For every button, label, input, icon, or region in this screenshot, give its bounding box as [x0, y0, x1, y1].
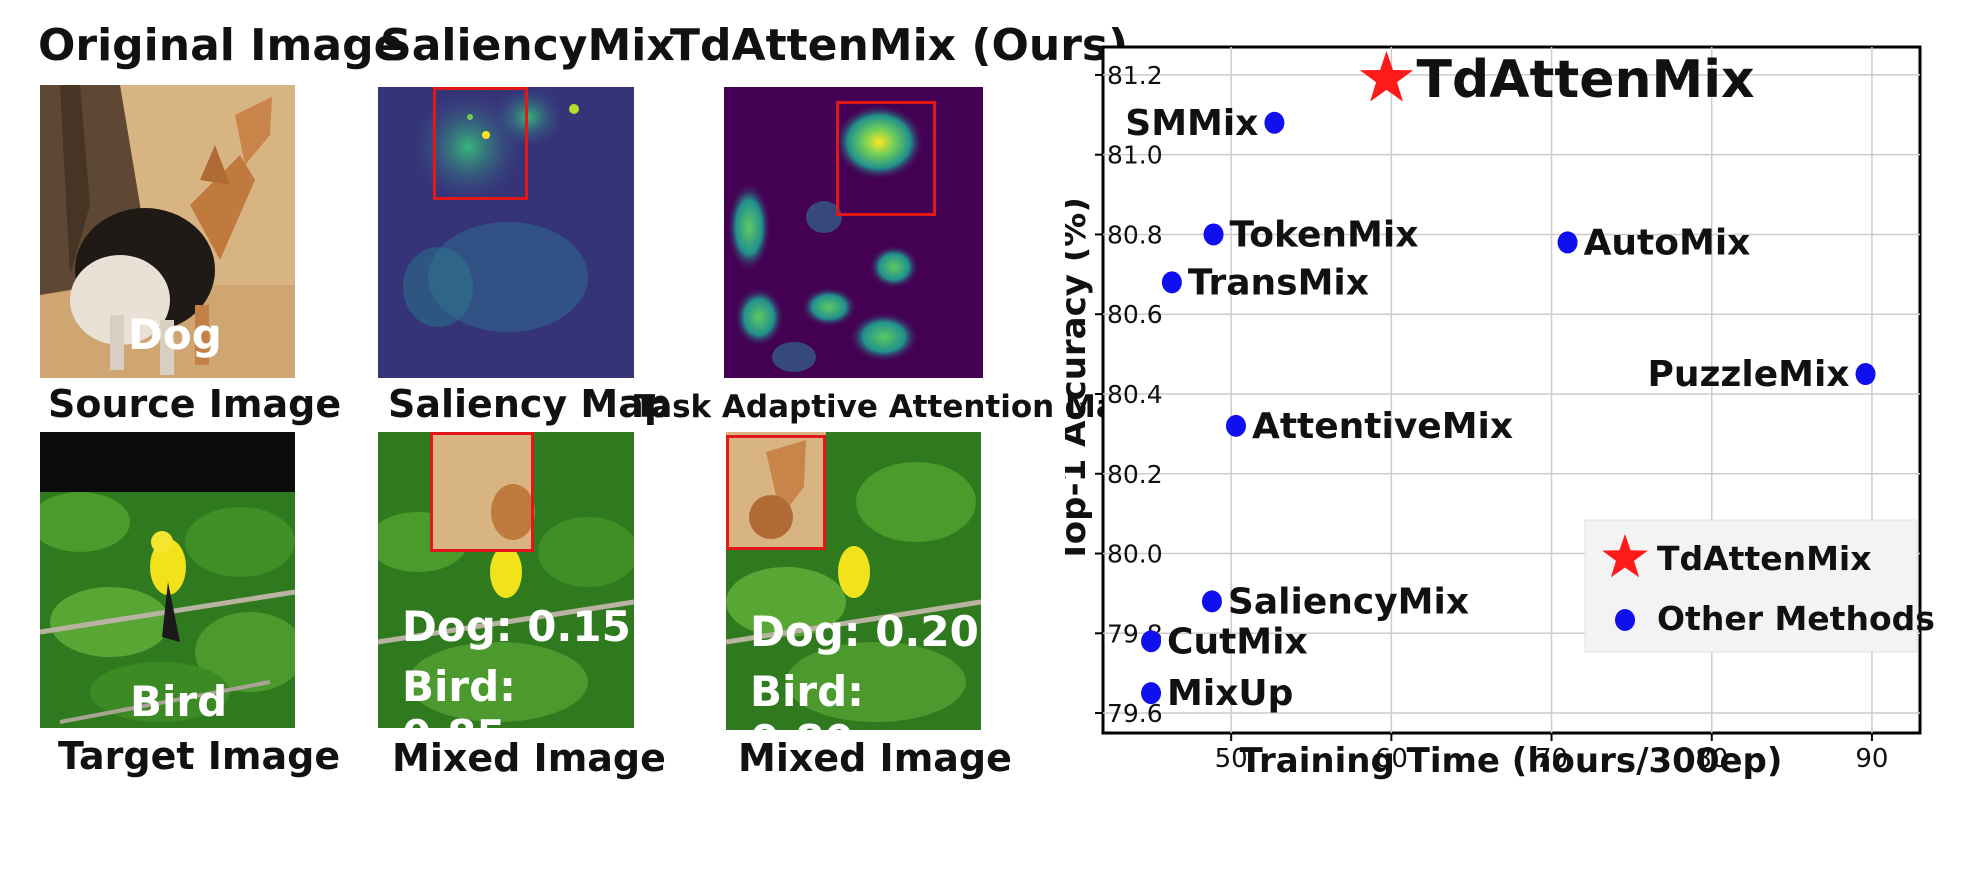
- caption-target-image: Target Image: [58, 734, 341, 778]
- header-tdattenmix: TdAttenMix (Ours): [670, 20, 1129, 71]
- x-tick-label: 80: [1695, 744, 1728, 774]
- label-cutmix: CutMix: [1167, 621, 1308, 662]
- saliency-map-image: [378, 87, 634, 378]
- caption-source-image: Source Image: [48, 382, 342, 426]
- y-axis-label: Top-1 Accuracy (%): [1065, 197, 1094, 563]
- point-automix: [1557, 231, 1578, 254]
- y-tick-label: 80.8: [1107, 220, 1163, 249]
- x-axis-label: Training Time (hours/300ep): [1240, 741, 1783, 781]
- target-image: Bird: [40, 432, 295, 728]
- x-tick-label: 90: [1855, 744, 1888, 774]
- legend-marker-tdattenmix: [1602, 534, 1648, 578]
- legend-box: [1584, 519, 1918, 653]
- legend-marker-other-methods: [1615, 609, 1635, 631]
- mixed-image-tdattenmix: Dog: 0.20 Bird: 0.80: [726, 432, 981, 730]
- caption-mixed-image-1: Mixed Image: [392, 736, 666, 780]
- caption-mixed-image-2: Mixed Image: [738, 736, 1012, 780]
- y-tick-label: 80.0: [1107, 540, 1163, 569]
- point-cutmix: [1141, 630, 1162, 653]
- legend-label-other-methods: Other Methods: [1657, 599, 1935, 638]
- attention-box: [836, 101, 936, 216]
- mix1-dog-ratio: Dog: 0.15: [402, 602, 631, 651]
- scatter-chart: 50 60 70 80 90 79.679.880.080.280.480.680.88…: [1065, 45, 1935, 781]
- caption-attention-map: Task Adaptive Attention Map: [634, 389, 1139, 425]
- label-smmix: SMMix: [1125, 103, 1258, 144]
- label-mixup: MixUp: [1167, 673, 1293, 714]
- x-tick-label: 70: [1535, 744, 1568, 774]
- y-tick-label: 80.2: [1107, 460, 1163, 489]
- label-transmix: TransMix: [1188, 262, 1369, 303]
- y-tick-label: 80.4: [1107, 380, 1163, 409]
- legend-label-tdattenmix: TdAttenMix: [1657, 539, 1872, 578]
- label-attentivemix: AttentiveMix: [1252, 406, 1513, 447]
- target-label-bird: Bird: [130, 677, 228, 726]
- label-puzzlemix: PuzzleMix: [1647, 354, 1849, 395]
- point-smmix: [1264, 111, 1285, 134]
- point-saliencymix: [1201, 590, 1222, 613]
- point-puzzlemix: [1855, 363, 1876, 386]
- attention-map-image: [724, 87, 983, 378]
- caption-saliency-map: Saliency Map: [388, 382, 672, 426]
- mix1-bird-ratio: Bird: 0.85: [402, 662, 516, 728]
- mix2-dog-ratio: Dog: 0.20: [750, 607, 979, 656]
- y-tick-label: 81.2: [1107, 61, 1163, 90]
- header-saliencymix: SaliencyMix: [380, 20, 675, 71]
- y-tick-label: 80.6: [1107, 300, 1163, 329]
- source-label-dog: Dog: [128, 310, 222, 359]
- label-tdattenmix: TdAttenMix: [1417, 50, 1755, 110]
- point-attentivemix: [1225, 414, 1246, 437]
- label-automix: AutoMix: [1584, 222, 1751, 263]
- point-transmix: [1161, 271, 1182, 294]
- mix1-box: [430, 432, 534, 552]
- point-tokenmix: [1203, 223, 1224, 246]
- source-image: Dog: [40, 85, 295, 378]
- saliency-box: [433, 87, 528, 200]
- plot-frame: [1101, 45, 1922, 735]
- header-original-image: Original Image: [38, 20, 404, 71]
- label-tokenmix: TokenMix: [1230, 214, 1419, 255]
- label-saliencymix: SaliencyMix: [1228, 581, 1469, 622]
- x-tick-label: 50: [1215, 744, 1248, 774]
- mix2-bird-ratio: Bird: 0.80: [750, 667, 864, 730]
- y-tick-label: 79.6: [1107, 699, 1163, 728]
- y-tick-label: 81.0: [1107, 141, 1163, 170]
- point-mixup: [1141, 682, 1162, 705]
- mixed-image-saliencymix: Dog: 0.15 Bird: 0.85: [378, 432, 634, 728]
- x-tick-label: 60: [1375, 744, 1408, 774]
- point-tdattenmix: [1359, 50, 1414, 102]
- mix2-box: [726, 435, 826, 550]
